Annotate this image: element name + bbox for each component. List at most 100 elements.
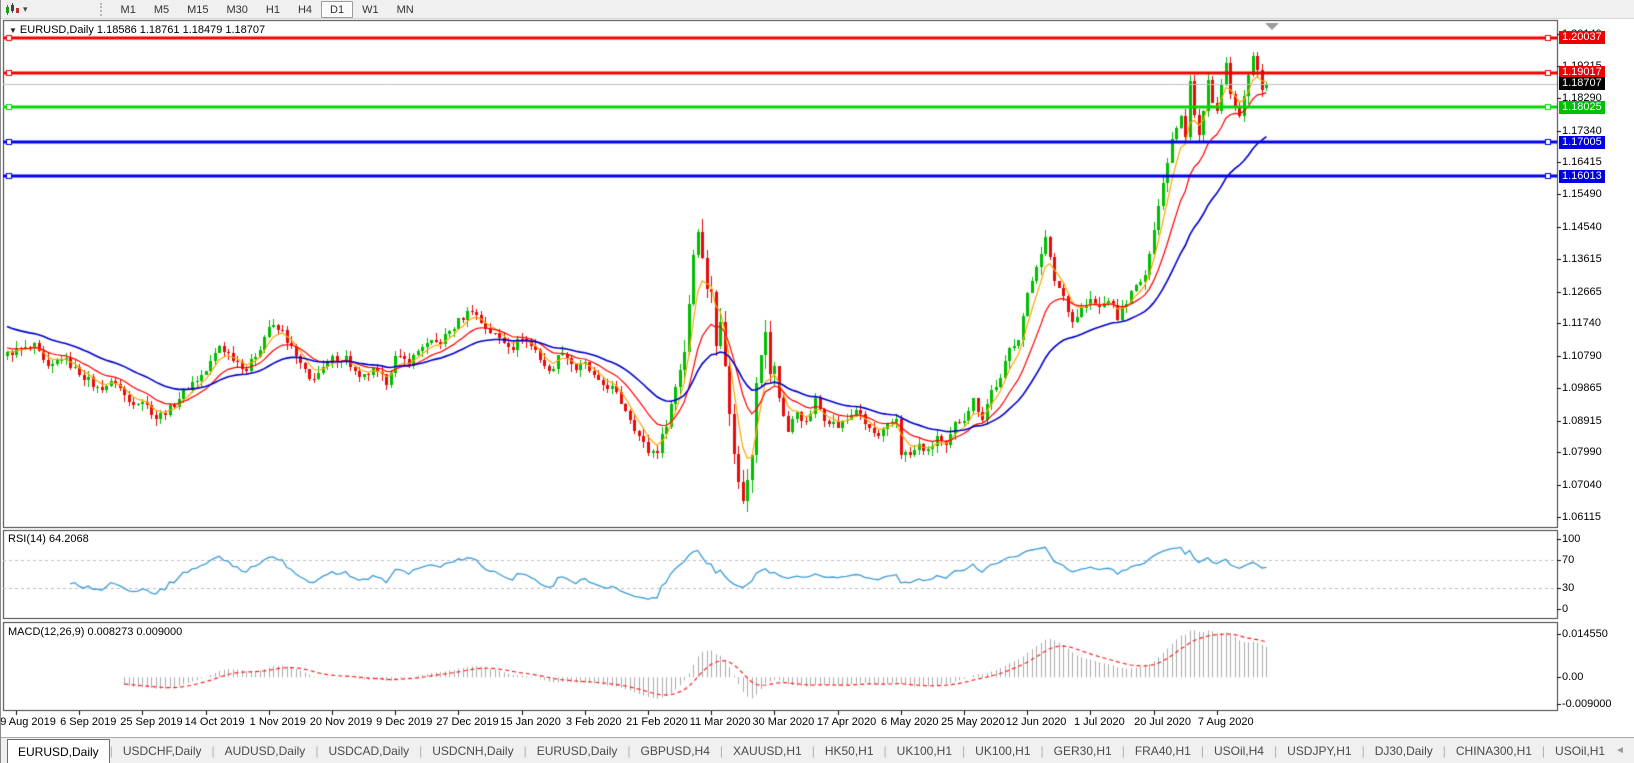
price-tag: 1.19017 [1559,66,1605,80]
rsi-axis-label: 30 [1562,582,1575,594]
price-tag: 1.18707 [1559,77,1605,91]
chart-tab-ger30-h1[interactable]: GER30,H1 [1053,743,1112,758]
price-tag: 1.20037 [1559,31,1605,45]
tab-separator: | [1273,743,1278,758]
tab-separator: | [719,743,724,758]
tab-separator: | [523,743,527,758]
timeframe-toolbar: ▾ M1 M5 M15 M30 H1 H4 D1 W1 MN [1,0,1634,19]
chart-tab-xauusd-h1[interactable]: XAUUSD,H1 [733,743,802,758]
tab-separator: | [109,743,113,758]
price-axis-tick-label: 1.06115 [1562,511,1601,524]
tab-separator: | [883,743,887,758]
price-axis-tick-label: 1.14540 [1562,221,1602,233]
chart-tab-gbpusd-h4[interactable]: GBPUSD,H4 [640,743,710,758]
date-axis-label: 27 Dec 2019 [436,716,499,728]
price-tag: 1.16013 [1559,169,1605,183]
tab-separator: | [1541,743,1546,758]
chart-tab-usoil-h4[interactable]: USOil,H4 [1213,743,1264,758]
chart-tab-china300-h1[interactable]: CHINA300,H1 [1455,743,1532,758]
period-button-group: M1 M5 M15 M30 H1 H4 D1 W1 MN [112,0,423,19]
period-button-mn[interactable]: MN [396,3,414,16]
macd-axis-label: 0.014550 [1562,628,1608,640]
date-axis-label: 20 Jul 2020 [1134,716,1191,728]
tab-separator: | [1200,743,1204,758]
date-axis-label: 15 Jan 2020 [500,716,561,728]
date-axis-label: 20 Nov 2019 [309,716,373,728]
chart-tab-usdchf-daily[interactable]: USDCHF,Daily [122,743,202,758]
tab-separator: | [211,743,215,758]
chart-tab-uk100-h1[interactable]: UK100,H1 [896,743,953,758]
chart-tool-icon[interactable] [4,2,20,16]
tab-scroll-arrows: ◄► [1615,738,1634,763]
tab-separator: | [1040,743,1044,758]
period-button-m30[interactable]: M30 [226,3,248,16]
price-axis-tick-label: 1.10790 [1562,350,1602,363]
macd-axis-label: -0.009000 [1562,697,1612,710]
date-axis-label: 3 Feb 2020 [565,716,622,728]
tab-separator: | [315,743,319,758]
chart-tab-usdcnh-daily[interactable]: USDCNH,Daily [432,743,514,758]
tab-separator: | [962,743,966,758]
chart-tab-usdcad-daily[interactable]: USDCAD,Daily [328,743,410,758]
price-tag: 1.17005 [1559,135,1605,149]
chart-tab-usdjpy-h1[interactable]: USDJPY,H1 [1287,743,1352,758]
date-axis-label: 30 Mar 2020 [752,716,815,728]
tab-separator: | [811,743,815,758]
price-axis-tick-label: 1.13615 [1562,252,1602,265]
rsi-axis-label: 100 [1562,533,1581,545]
rsi-label: RSI(14) 64.2068 [8,533,89,545]
price-axis-tick-label: 1.07040 [1562,479,1602,492]
period-button-m15[interactable]: M15 [187,3,209,16]
date-axis-label: 7 Aug 2020 [1197,716,1254,728]
chart-tool-dropdown-caret-icon[interactable]: ▾ [23,3,28,14]
date-axis-label: 17 Apr 2020 [816,716,877,728]
tab-separator: | [1121,743,1125,758]
date-axis-label: 11 Mar 2020 [689,716,751,728]
chart-title: ▼ EURUSD,Daily 1.18586 1.18761 1.18479 1.… [9,24,266,36]
symbol-caret-icon: ▼ [9,26,17,35]
chart-tab-uk100-h1[interactable]: UK100,H1 [975,743,1031,758]
tab-separator: | [1442,743,1446,758]
date-axis-label: 1 Nov 2019 [249,716,306,728]
rsi-axis-label: 70 [1562,554,1575,566]
tab-scroll-left-icon[interactable]: ◄ [1615,745,1625,756]
date-axis-label: 6 May 2020 [881,716,939,728]
macd-label: MACD(12,26,9) 0.008273 0.009000 [8,626,183,638]
date-axis-label: 14 Oct 2019 [184,716,245,728]
tab-separator: | [1361,743,1365,758]
period-button-m1[interactable]: M1 [120,3,136,16]
price-tag: 1.18025 [1559,100,1605,114]
price-axis-tick-label: 1.15490 [1562,188,1602,201]
chart-tab-fra40-h1[interactable]: FRA40,H1 [1134,743,1191,758]
period-button-h1[interactable]: H1 [265,3,280,16]
price-axis-tick-label: 1.11740 [1562,317,1601,330]
chart-tab-audusd-daily[interactable]: AUDUSD,Daily [224,743,306,758]
toolbar-drag-handle[interactable] [99,2,102,16]
date-axis-label: 1 Jul 2020 [1073,716,1125,728]
chart-tab-hk50-h1[interactable]: HK50,H1 [824,743,874,758]
chart-tab-bar: EURUSD,Daily | USDCHF,Daily | AUDUSD,Daily | U… [1,737,1634,763]
date-axis-label: 9 Dec 2019 [376,716,433,728]
period-button-w1[interactable]: W1 [362,3,379,16]
date-axis-label: 12 Jun 2020 [1005,716,1067,728]
period-button-m5[interactable]: M5 [153,3,170,16]
date-axis-label: 25 May 2020 [941,716,1005,728]
tab-scroll-right-icon[interactable]: ► [1633,745,1634,756]
price-axis-tick-label: 1.08915 [1562,414,1602,427]
date-axis-label: 6 Sep 2019 [60,716,117,728]
period-button-d1[interactable]: D1 [321,0,354,18]
date-axis-label: 25 Sep 2019 [120,716,183,728]
date-axis-label: 21 Feb 2020 [626,716,688,728]
chart-tab-usoil-h1[interactable]: USOil,H1 [1555,743,1606,758]
chart-tab-eurusd-daily[interactable]: EURUSD,Daily [7,739,110,763]
period-button-h4[interactable]: H4 [297,3,313,16]
chart-tab-eurusd-daily[interactable]: EURUSD,Daily [536,743,618,758]
price-axis-tick-label: 1.16415 [1562,156,1602,169]
tab-separator: | [419,743,423,758]
chart-tab-dj30-daily[interactable]: DJ30,Daily [1374,743,1433,758]
price-axis-tick-label: 1.12665 [1562,285,1602,298]
macd-axis-label: 0.00 [1562,671,1584,684]
date-axis-label: 19 Aug 2019 [0,716,56,728]
